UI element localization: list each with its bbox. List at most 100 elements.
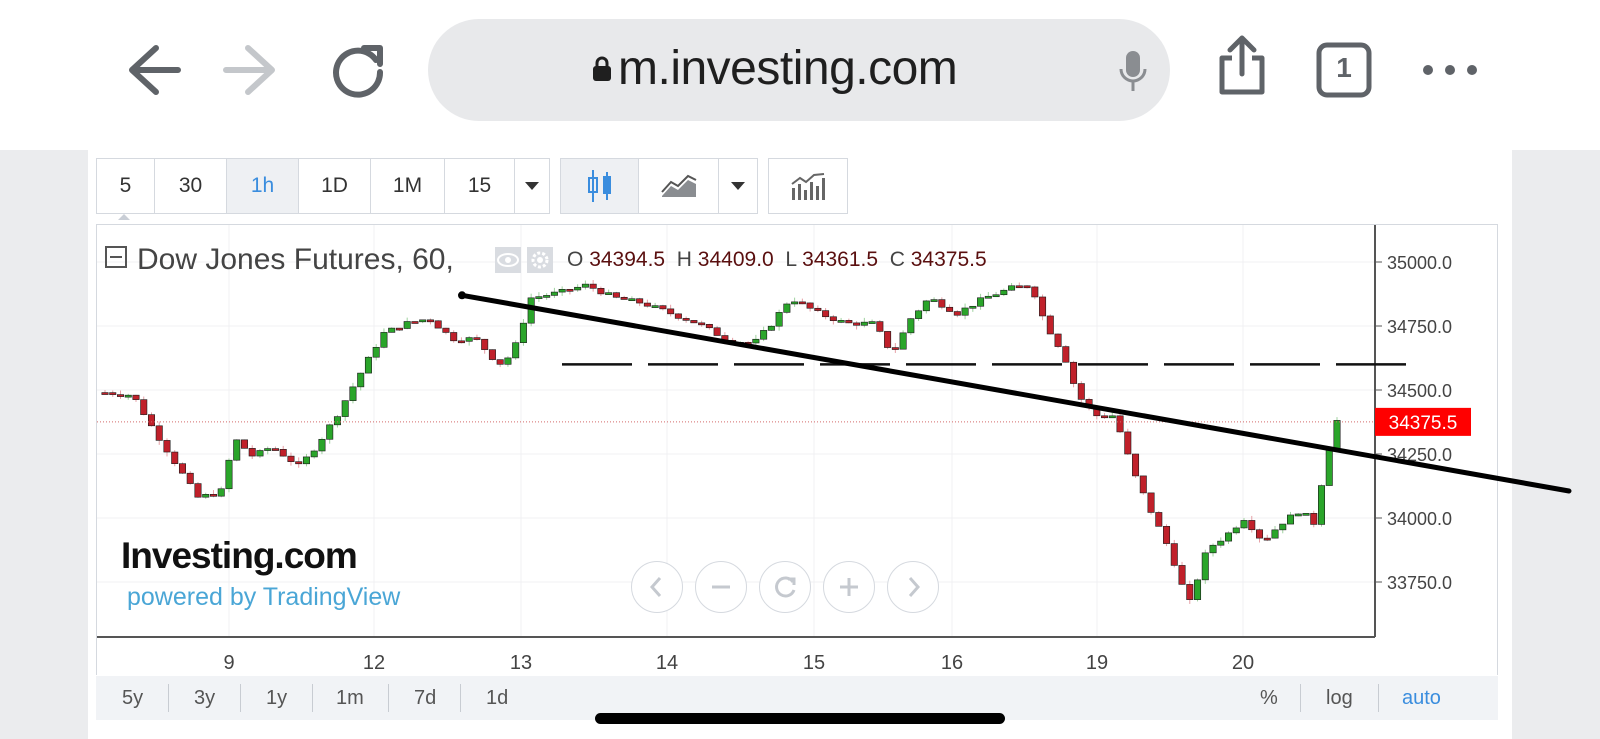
range-5y[interactable]: 5y <box>122 687 144 709</box>
candle-body <box>202 494 210 498</box>
zoom-out-button[interactable] <box>695 561 747 613</box>
candle-body <box>481 338 489 350</box>
candle-body <box>488 349 496 360</box>
divider <box>1300 684 1301 712</box>
chevron-right-icon <box>908 577 921 597</box>
candle-body <box>922 300 930 312</box>
lock-icon <box>592 56 612 87</box>
browser-toolbar: m.investing.com 1 <box>0 0 1600 150</box>
candlestick-chart-button[interactable] <box>561 159 639 213</box>
area-chart-button[interactable] <box>639 159 719 213</box>
chart-type-dropdown[interactable] <box>719 159 757 213</box>
more-options-icon[interactable] <box>1418 38 1482 102</box>
reset-zoom-button[interactable] <box>759 561 811 613</box>
candle-body <box>116 394 124 397</box>
candle-body <box>248 448 256 457</box>
chart-type-group <box>560 158 758 214</box>
timeframe-15[interactable]: 15 <box>445 159 515 213</box>
price-tick-label: 33750.0 <box>1387 573 1452 593</box>
candle-body <box>256 450 264 457</box>
toolbar-collapse-tab[interactable] <box>98 212 146 224</box>
address-bar[interactable]: m.investing.com <box>428 19 1170 121</box>
time-tick-label: 13 <box>510 652 532 674</box>
candle-body <box>1287 514 1295 525</box>
timeframe-1D[interactable]: 1D <box>299 159 371 213</box>
price-tick-label: 34000.0 <box>1387 509 1452 529</box>
candle-body <box>1225 532 1233 542</box>
back-arrow-icon[interactable] <box>118 38 182 102</box>
candle-body <box>992 294 1000 298</box>
collapse-legend-icon[interactable] <box>105 246 127 269</box>
time-tick-label: 14 <box>656 652 678 674</box>
scroll-right-button[interactable] <box>887 561 939 613</box>
candle-body <box>535 296 543 299</box>
tabs-button[interactable]: 1 <box>1312 38 1376 102</box>
share-icon[interactable] <box>1210 34 1274 98</box>
zoom-in-button[interactable] <box>823 561 875 613</box>
candle-body <box>612 292 620 298</box>
range-1m[interactable]: 1m <box>336 687 364 709</box>
candle-body <box>310 450 318 458</box>
microphone-icon[interactable] <box>1118 49 1148 98</box>
chart-area[interactable]: 35000.0 34750.0 34500.0 34250.0 34000.0 33750… <box>96 224 1572 677</box>
range-3y[interactable]: 3y <box>194 687 216 709</box>
candle-body <box>1325 448 1333 486</box>
candle-body <box>574 286 582 291</box>
candle-body <box>915 310 923 319</box>
candle-body <box>1077 383 1085 400</box>
candle-body <box>395 327 403 331</box>
candle-body <box>837 320 845 323</box>
candle-body <box>279 449 287 457</box>
candle-body <box>434 320 442 329</box>
candle-body <box>1155 512 1163 527</box>
url-text: m.investing.com <box>618 42 958 95</box>
timeframe-5[interactable]: 5 <box>97 159 155 213</box>
candle-body <box>225 459 233 490</box>
candle-body <box>349 386 357 401</box>
scroll-left-button[interactable] <box>631 561 683 613</box>
settings-gear-icon[interactable] <box>527 247 553 273</box>
range-1d[interactable]: 1d <box>486 687 509 709</box>
candle-body <box>426 319 434 323</box>
candle-body <box>876 321 884 332</box>
candle-body <box>791 301 799 305</box>
timeframe-30[interactable]: 30 <box>155 159 227 213</box>
candle-body <box>442 327 450 333</box>
candle-body <box>1023 285 1031 289</box>
indicators-button[interactable] <box>769 159 847 213</box>
candle-body <box>860 321 868 326</box>
candle-body <box>698 322 706 326</box>
forward-arrow-icon[interactable] <box>222 38 286 102</box>
percent-scale-toggle[interactable]: % <box>1260 687 1278 709</box>
timeframe-dropdown[interactable] <box>515 159 549 213</box>
candle-body <box>605 292 613 295</box>
candle-body <box>1108 415 1116 419</box>
candle-body <box>318 438 326 452</box>
candle-body <box>1139 475 1147 494</box>
price-chart[interactable]: 35000.034750.034500.034250.034000.033750… <box>97 225 1572 677</box>
candle-body <box>473 337 481 340</box>
visibility-eye-icon[interactable] <box>495 247 521 273</box>
candle-body <box>977 297 985 307</box>
candle-body <box>1201 552 1209 581</box>
auto-scale-toggle[interactable]: auto <box>1402 687 1441 709</box>
candle-body <box>953 311 961 316</box>
candle-body <box>109 392 117 395</box>
candle-body <box>333 416 341 426</box>
candle-body <box>155 425 163 441</box>
candle-body <box>636 298 644 304</box>
log-scale-toggle[interactable]: log <box>1326 687 1353 709</box>
candle-body <box>1116 415 1124 433</box>
caret-down-icon <box>525 182 539 190</box>
timeframe-1M[interactable]: 1M <box>371 159 445 213</box>
trend-line <box>459 292 1572 494</box>
reload-icon[interactable] <box>326 38 390 102</box>
candle-body <box>620 296 628 300</box>
range-1y[interactable]: 1y <box>266 687 288 709</box>
timeframe-1h[interactable]: 1h <box>227 159 299 213</box>
range-7d[interactable]: 7d <box>414 687 437 709</box>
price-tick-label: 34500.0 <box>1387 381 1452 401</box>
candle-body <box>1333 420 1341 449</box>
candle-body <box>512 342 520 359</box>
powered-by-link[interactable]: powered by TradingView <box>127 583 401 611</box>
